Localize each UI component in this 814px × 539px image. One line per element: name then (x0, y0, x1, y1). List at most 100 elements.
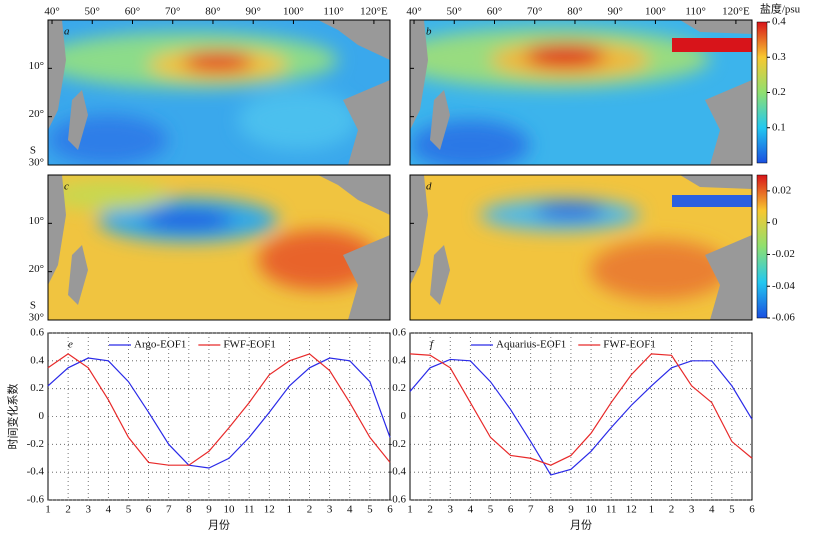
x-tick-label: 12 (626, 504, 637, 516)
x-tick-label: 11 (244, 504, 255, 516)
x-tick-label: 90° (607, 6, 622, 18)
map-frame (47, 174, 391, 321)
map-a-field (48, 20, 390, 165)
colorbar-tick-label: 0.2 (772, 86, 786, 98)
legend-label: Argo-EOF1 (134, 339, 186, 351)
x-tick-label: 3 (327, 504, 333, 516)
colorbar-tick-label: 0 (772, 216, 778, 228)
x-tick-label: 80° (567, 6, 582, 18)
y-tick-label: 0.6 (30, 327, 44, 339)
map-frame (409, 19, 753, 166)
x-tick-label: 12 (264, 504, 275, 516)
x-tick-label: 3 (447, 504, 453, 516)
x-tick-label: 2 (65, 504, 71, 516)
x-tick-label: 70° (165, 6, 180, 18)
hemisphere-label: S (30, 300, 36, 312)
x-tick-label: 120°E (722, 6, 750, 18)
x-tick-label: 40° (406, 6, 421, 18)
x-tick-label: 6 (146, 504, 152, 516)
x-tick-label: 9 (568, 504, 574, 516)
y-tick-label: -0.2 (389, 438, 406, 450)
x-tick-label: 100° (645, 6, 666, 18)
panel-label: e (68, 339, 73, 351)
series-line (409, 353, 753, 466)
x-tick-label: 100° (283, 6, 304, 18)
y-tick-label: 0.4 (392, 354, 406, 366)
x-tick-label: 80° (205, 6, 220, 18)
colorbar (756, 21, 768, 164)
y-tick-label: -0.4 (27, 466, 45, 478)
hemisphere-label: S (30, 145, 36, 157)
legend-label: FWF-EOF1 (223, 339, 276, 351)
y-tick-label: 20° (29, 108, 44, 120)
x-tick-label: 10 (586, 504, 598, 516)
x-tick-label: 9 (206, 504, 212, 516)
y-tick-label: 0.2 (30, 382, 44, 394)
x-tick-label: 60° (487, 6, 502, 18)
x-tick-label: 11 (606, 504, 617, 516)
x-tick-label: 7 (528, 504, 534, 516)
map-b-field (410, 20, 752, 165)
colorbar-tick-label: -0.06 (772, 312, 795, 324)
series-line (47, 357, 391, 469)
x-tick-label: 50° (447, 6, 462, 18)
y-tick-label: -0.4 (389, 466, 407, 478)
x-tick-label: 1 (407, 504, 413, 516)
y-tick-label: -0.6 (27, 494, 45, 506)
x-tick-label: 120°E (360, 6, 388, 18)
x-tick-label: 110° (323, 6, 344, 18)
y-tick-label: 0.2 (392, 382, 406, 394)
plot-frame (409, 332, 753, 501)
y-tick-label: 10° (29, 215, 44, 227)
x-tick-label: 110° (685, 6, 706, 18)
x-tick-label: 10 (224, 504, 236, 516)
y-tick-label: 30° (29, 157, 44, 169)
y-tick-label: 0.6 (392, 327, 406, 339)
x-tick-label: 1 (649, 504, 655, 516)
map-frame (409, 174, 753, 321)
legend-label: FWF-EOF1 (603, 339, 656, 351)
x-tick-label: 6 (387, 504, 393, 516)
y-tick-label: -0.2 (27, 438, 44, 450)
colorbar-tick-label: 0.1 (772, 121, 786, 133)
x-tick-label: 4 (709, 504, 715, 516)
colorbar-tick-label: -0.04 (772, 280, 795, 292)
panel-label: a (64, 26, 70, 38)
series-line (47, 353, 391, 466)
x-tick-label: 90° (245, 6, 260, 18)
x-tick-label: 7 (166, 504, 172, 516)
y-tick-label: 0 (401, 410, 407, 422)
colorbar-tick-label: 0.02 (772, 184, 791, 196)
panel-label: b (426, 26, 432, 38)
x-tick-label: 60° (125, 6, 140, 18)
x-tick-label: 2 (669, 504, 675, 516)
y-tick-label: -0.6 (389, 494, 407, 506)
colorbar (756, 174, 768, 319)
colorbar-tick-label: 0.4 (772, 16, 786, 28)
y-tick-label: 0.4 (30, 354, 44, 366)
x-tick-label: 3 (689, 504, 695, 516)
x-tick-label: 2 (307, 504, 313, 516)
x-tick-label: 50° (85, 6, 100, 18)
x-tick-label: 4 (468, 504, 474, 516)
x-tick-label: 5 (488, 504, 494, 516)
x-axis-label: 月份 (208, 519, 230, 532)
x-axis-label: 月份 (570, 519, 592, 532)
y-tick-label: 20° (29, 263, 44, 275)
map-frame (47, 19, 391, 166)
colorbar-title: 盐度/psu (760, 2, 801, 16)
x-tick-label: 1 (45, 504, 51, 516)
legend-label: Aquarius-EOF1 (496, 339, 566, 351)
colorbar-tick-label: 0.3 (772, 51, 786, 63)
x-tick-label: 6 (508, 504, 514, 516)
plot-frame (47, 332, 391, 501)
x-tick-label: 4 (347, 504, 353, 516)
x-tick-label: 2 (427, 504, 433, 516)
y-tick-label: 10° (29, 60, 44, 72)
panel-label: d (426, 181, 432, 193)
x-tick-label: 8 (186, 504, 192, 516)
y-tick-label: 30° (29, 312, 44, 324)
x-tick-label: 6 (749, 504, 755, 516)
series-line (409, 358, 753, 476)
y-tick-label: 0 (39, 410, 45, 422)
